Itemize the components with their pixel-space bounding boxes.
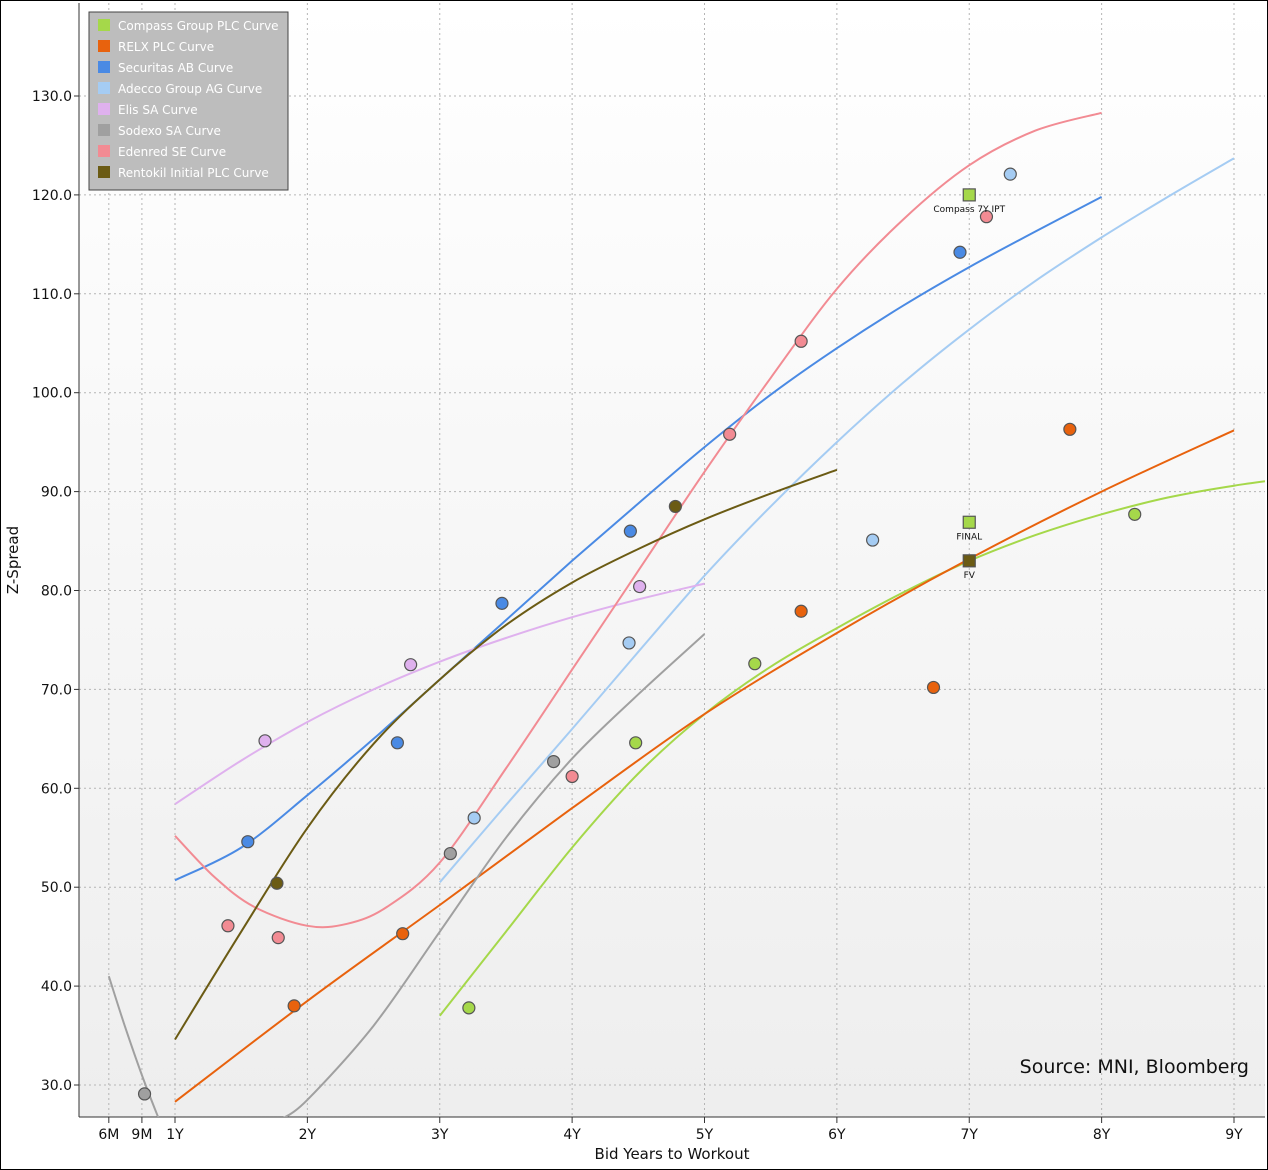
y-tick-label: 30.0 — [41, 1078, 72, 1094]
edenred-se-curve-point — [979, 210, 994, 224]
legend-label: Elis SA Curve — [118, 103, 198, 117]
securitas-ab-curve-point — [241, 835, 255, 849]
data-points — [137, 167, 1142, 1101]
y-tick-label: 100.0 — [32, 386, 72, 402]
y-tick-label: 40.0 — [41, 979, 72, 995]
legend-label: Compass Group PLC Curve — [118, 19, 279, 33]
x-tick-label: 6M — [98, 1127, 119, 1143]
annotation-marker — [962, 515, 976, 529]
sodexo-sa-curve-line — [107, 975, 160, 1117]
rentokil-initial-plc-curve-point — [668, 499, 682, 514]
edenred-se-curve-point — [723, 427, 737, 441]
edenred-se-curve-point — [565, 769, 579, 784]
edenred-se-curve-point — [221, 919, 235, 933]
compass-group-plc-curve-point — [748, 657, 762, 671]
edenred-se-curve-point — [271, 931, 285, 945]
securitas-ab-curve-line — [174, 196, 1103, 882]
edenred-se-curve-point — [794, 334, 808, 348]
x-tick-label: 5Y — [696, 1127, 714, 1143]
rentokil-initial-plc-curve-line — [174, 468, 838, 1041]
adecco-group-ag-curve-point — [622, 636, 636, 650]
elis-sa-curve-point — [258, 734, 272, 748]
legend-swatch — [98, 19, 110, 31]
y-tick-label: 60.0 — [41, 781, 72, 797]
legend-label: RELX PLC Curve — [118, 40, 214, 54]
x-tick-label: 4Y — [563, 1127, 581, 1143]
annotation-marker — [962, 188, 976, 202]
sodexo-sa-curve-point — [137, 1087, 152, 1101]
adecco-group-ag-curve-line — [439, 157, 1235, 883]
y-tick-label: 90.0 — [41, 485, 72, 501]
edenred-se-curve-line — [174, 111, 1102, 929]
legend-swatch — [98, 40, 110, 52]
rentokil-initial-plc-curve-point — [270, 876, 284, 890]
y-tick-label: 80.0 — [41, 584, 72, 600]
compass-group-plc-curve-point — [629, 736, 643, 750]
annotation-label: Compass 7Y IPT — [933, 205, 1005, 215]
compass-group-plc-curve-line — [439, 480, 1265, 1017]
x-tick-label: 1Y — [166, 1127, 184, 1143]
compass-group-plc-curve-point — [462, 1001, 476, 1015]
x-tick-label: 9Y — [1225, 1127, 1243, 1143]
legend-box — [88, 11, 289, 191]
legend-label: Sodexo SA Curve — [118, 124, 221, 138]
source-label: Source: MNI, Bloomberg — [1020, 1056, 1249, 1078]
legend-label: Edenred SE Curve — [118, 145, 226, 159]
legend-label: Rentokil Initial PLC Curve — [118, 166, 269, 180]
relx-plc-curve-point — [794, 604, 808, 618]
compass-group-plc-curve-point — [1128, 507, 1142, 521]
elis-sa-curve-point — [633, 579, 647, 594]
annotation-label: FINAL — [956, 532, 982, 542]
elis-sa-curve-point — [404, 658, 418, 672]
x-tick-label: 9M — [131, 1127, 152, 1143]
y-axis-title: Z-Spread — [4, 526, 22, 594]
legend-label: Securitas AB Curve — [118, 61, 233, 75]
x-tick-label: 7Y — [961, 1127, 979, 1143]
adecco-group-ag-curve-point — [1003, 167, 1017, 181]
annotation-marker — [962, 554, 976, 568]
legend-swatch — [98, 82, 110, 94]
y-tick-label: 130.0 — [32, 89, 72, 105]
adecco-group-ag-curve-point — [866, 533, 880, 547]
relx-plc-curve-point — [287, 999, 301, 1013]
x-tick-label: 6Y — [828, 1127, 846, 1143]
curves — [107, 111, 1265, 1117]
relx-plc-curve-line — [174, 429, 1235, 1103]
y-tick-label: 120.0 — [32, 188, 72, 204]
x-axis-title: Bid Years to Workout — [595, 1145, 750, 1163]
legend: Compass Group PLC Curve RELX PLC Curve Sec… — [88, 11, 289, 191]
elis-sa-curve-line — [174, 582, 705, 805]
x-tick-label: 3Y — [431, 1127, 449, 1143]
y-tick-label: 110.0 — [32, 287, 72, 303]
relx-plc-curve-point — [926, 680, 941, 695]
sodexo-sa-curve-line — [283, 633, 706, 1117]
securitas-ab-curve-point — [390, 736, 404, 750]
legend-swatch — [98, 145, 110, 157]
annotations: Compass 7Y IPT FINAL FV — [933, 188, 1006, 581]
legend-swatch — [98, 61, 110, 73]
adecco-group-ag-curve-point — [467, 811, 481, 825]
legend-swatch — [98, 124, 110, 136]
x-tick-label: 8Y — [1093, 1127, 1111, 1143]
x-tick-label: 2Y — [299, 1127, 317, 1143]
legend-label: Adecco Group AG Curve — [118, 82, 262, 96]
securitas-ab-curve-point — [495, 596, 509, 610]
relx-plc-curve-point — [396, 927, 410, 941]
securitas-ab-curve-point — [623, 524, 637, 538]
legend-swatch — [98, 103, 110, 115]
y-tick-label: 50.0 — [41, 880, 72, 896]
relx-plc-curve-point — [1063, 422, 1077, 436]
annotation-label: FV — [964, 571, 976, 581]
y-tick-label: 70.0 — [41, 682, 72, 698]
securitas-ab-curve-point — [953, 245, 967, 259]
axes: 30.0 40.0 50.0 60.0 70.0 80.0 90.0 100.0 110.0 12… — [32, 3, 1265, 1143]
sodexo-sa-curve-point — [443, 846, 457, 861]
sodexo-sa-curve-point — [546, 754, 561, 769]
legend-swatch — [98, 166, 110, 178]
